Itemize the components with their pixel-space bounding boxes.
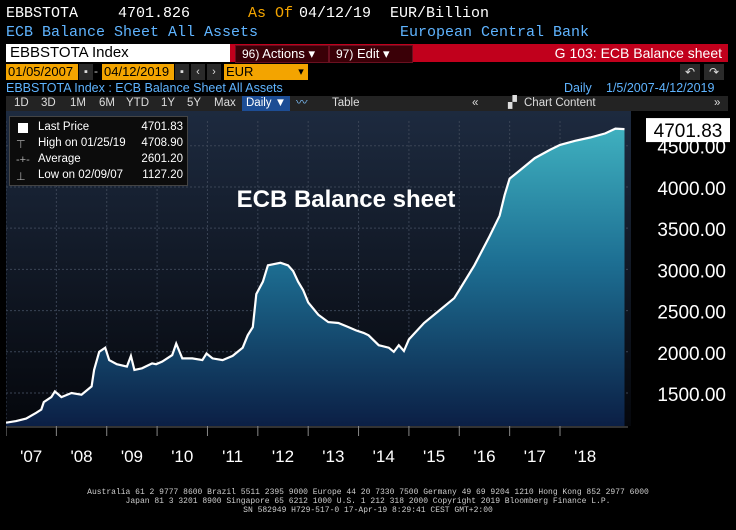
chart-toolbar: 1D 3D 1M 6M YTD 1Y 5Y Max Daily ▼ 〰 Tabl…	[6, 96, 728, 111]
x-tick-label: '09	[121, 447, 143, 466]
high-marker-icon: ⊤	[16, 139, 26, 151]
header-row: EBBSTOTA 4701.826 As Of 04/12/19 EUR/Bil…	[6, 3, 730, 23]
calendar-icon[interactable]: ▪	[79, 64, 93, 80]
x-tick-label: '14	[373, 447, 395, 466]
end-date-field[interactable]: 04/12/2019	[102, 64, 174, 80]
low-marker-icon: ⊥	[16, 171, 26, 183]
chart-content-button[interactable]: Chart Content	[524, 97, 596, 109]
redo-icon[interactable]: ↷	[704, 64, 724, 80]
range-max[interactable]: Max	[214, 97, 236, 109]
legend-average-value: 2601.20	[141, 153, 183, 165]
data-source: European Central Bank	[400, 24, 590, 41]
last-price: 4701.826	[118, 5, 191, 22]
x-tick-label: '11	[222, 447, 243, 466]
legend-low-value: 1127.20	[142, 169, 183, 181]
y-tick-label: 3000.00	[657, 261, 726, 282]
balance-sheet-chart: '07 '08 '09 '10 '11 '12 '13 '14 '15 '16 '17 '18 150…	[6, 111, 730, 466]
actions-button[interactable]: 96) Actions ▾	[235, 45, 329, 63]
range-1y[interactable]: 1Y	[161, 97, 176, 109]
x-tick-label: '07	[20, 447, 42, 466]
area-fill	[6, 128, 625, 426]
x-tick-label: '10	[171, 447, 193, 466]
period-label: Daily	[564, 81, 592, 95]
currency-field[interactable]: EUR	[224, 64, 302, 80]
last-price-swatch-icon	[18, 123, 28, 133]
range-3d[interactable]: 3D	[41, 97, 56, 109]
x-tick-label: '15	[423, 447, 445, 466]
frequency-dropdown[interactable]: Daily ▼	[242, 96, 291, 111]
y-tick-label: 2000.00	[657, 344, 726, 365]
undo-icon[interactable]: ↶	[680, 64, 700, 80]
chevron-down-icon: ▾	[383, 46, 390, 61]
range-1m[interactable]: 1M	[70, 97, 86, 109]
table-button[interactable]: Table	[332, 97, 360, 109]
y-tick-label: 3500.00	[657, 220, 726, 241]
last-value-tag: 4701.83	[646, 118, 730, 143]
average-marker-icon: -+-	[16, 154, 30, 166]
last-value-box	[646, 118, 730, 143]
ticker-symbol: EBBSTOTA	[6, 5, 79, 22]
y-tick-label: 2500.00	[657, 303, 726, 324]
legend-high-value: 4708.90	[141, 137, 183, 149]
x-tick-label: '08	[70, 447, 92, 466]
legend-low-label: Low on 02/09/07	[38, 169, 124, 181]
date-range-label: 1/5/2007-4/12/2019	[606, 81, 715, 95]
edit-button[interactable]: 97) Edit ▾	[329, 45, 413, 63]
frequency-label: Daily	[246, 97, 272, 109]
chart-title: ECB Balance sheet	[237, 186, 456, 213]
date-range-row: 01/05/2007 ▪ - 04/12/2019 ▪ ‹ › EUR ▾ ↶ …	[6, 64, 728, 80]
x-tick-label: '16	[473, 447, 495, 466]
security-field[interactable]: EBBSTOTA Index	[6, 44, 230, 62]
index-info-line: EBBSTOTA Index : ECB Balance Sheet All A…	[6, 81, 728, 95]
y-tick-label: 1500.00	[657, 385, 726, 406]
legend-last-price-label: Last Price	[38, 121, 90, 133]
x-tick-label: '12	[272, 447, 294, 466]
range-ytd[interactable]: YTD	[126, 97, 149, 109]
start-date-field[interactable]: 01/05/2007	[6, 64, 78, 80]
footer-session: SN 582949 H729-517-0 17-Apr-19 8:29:41 C…	[243, 506, 493, 515]
chevron-down-icon[interactable]: ▾	[294, 64, 308, 80]
footer-contacts: Australia 61 2 9777 8600 Brazil 5511 239…	[87, 488, 649, 497]
legend-high-label: High on 01/25/19	[38, 137, 126, 149]
x-tick-label: '13	[322, 447, 344, 466]
x-tick-label: '17	[524, 447, 546, 466]
edit-label: Edit	[356, 46, 380, 61]
expand-icon[interactable]: »	[714, 97, 721, 109]
chevron-left-icon[interactable]: ‹	[191, 64, 205, 80]
line-chart-icon[interactable]: 〰	[296, 97, 308, 109]
last-value-text: 4701.83	[654, 121, 723, 142]
range-6m[interactable]: 6M	[99, 97, 115, 109]
as-of-label: As Of	[248, 5, 294, 22]
chevron-down-icon: ▼	[274, 97, 287, 109]
range-1d[interactable]: 1D	[14, 97, 29, 109]
collapse-icon[interactable]: «	[472, 97, 479, 109]
graph-title: G 103: ECB Balance sheet	[554, 45, 722, 61]
index-label: EBBSTOTA Index : ECB Balance Sheet All A…	[6, 81, 283, 95]
footer: Australia 61 2 9777 8600 Brazil 5511 239…	[0, 486, 736, 526]
legend-last-price-value: 4701.83	[141, 121, 183, 133]
chevron-right-icon[interactable]: ›	[207, 64, 221, 80]
x-axis: '07 '08 '09 '10 '11 '12 '13 '14 '15 '16 '17 '18	[6, 426, 628, 466]
footer-copyright: Japan 81 3 3201 8900 Singapore 65 6212 1…	[125, 497, 611, 506]
y-tick-label: 4500.00	[657, 138, 726, 159]
command-bar: EBBSTOTA Index 96) Actions ▾ 97) Edit ▾ …	[6, 44, 728, 63]
chart-legend[interactable]: Last Price 4701.83 ⊤ High on 01/25/19 47…	[9, 116, 188, 186]
chevron-down-icon: ▾	[308, 46, 316, 61]
y-tick-label: 4000.00	[657, 179, 726, 200]
units-label: EUR/Billion	[390, 5, 490, 22]
as-of-date: 04/12/19	[299, 5, 372, 22]
series-line	[6, 127, 625, 424]
range-5y[interactable]: 5Y	[187, 97, 202, 109]
y-axis: 1500.00 2000.00 2500.00 3000.00 3500.00 4000.…	[657, 138, 726, 406]
description-row: ECB Balance Sheet All Assets European Ce…	[6, 24, 730, 42]
x-tick-label: '18	[574, 447, 596, 466]
chart-settings-icon[interactable]: ▞	[508, 97, 517, 109]
security-description: ECB Balance Sheet All Assets	[6, 24, 259, 41]
legend-average-label: Average	[38, 153, 81, 165]
calendar-icon[interactable]: ▪	[175, 64, 189, 80]
actions-label: Actions	[262, 46, 305, 61]
